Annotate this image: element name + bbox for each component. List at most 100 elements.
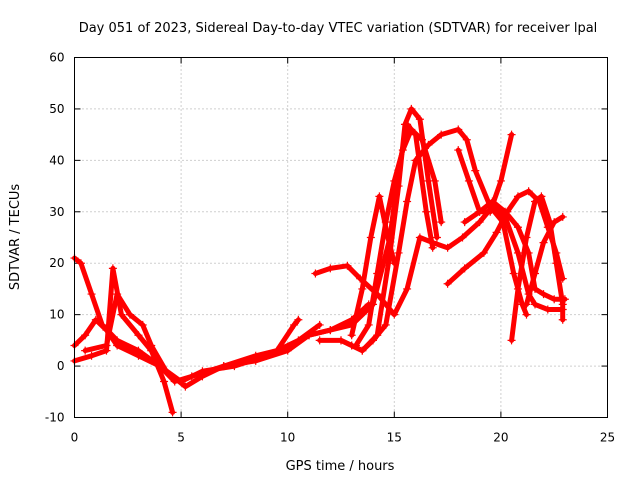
data-point-marker xyxy=(87,290,96,299)
x-tick-label: 0 xyxy=(71,431,79,445)
data-point-marker xyxy=(558,315,567,324)
data-point-marker xyxy=(351,341,360,350)
data-point-marker xyxy=(531,300,540,309)
data-point-marker xyxy=(403,284,412,293)
data-point-marker xyxy=(550,295,559,304)
y-tick-label: 50 xyxy=(49,102,64,116)
data-point-marker xyxy=(102,341,111,350)
data-point-marker xyxy=(464,176,473,185)
data-point-marker xyxy=(343,261,352,270)
data-point-marker xyxy=(108,264,117,273)
data-point-marker xyxy=(366,233,375,242)
data-point-marker xyxy=(558,300,567,309)
data-point-marker xyxy=(524,187,533,196)
data-point-marker xyxy=(76,259,85,268)
data-point-marker xyxy=(138,320,147,329)
data-point-marker xyxy=(543,305,552,314)
data-point-marker xyxy=(251,351,260,360)
data-point-marker xyxy=(134,351,143,360)
data-point-marker xyxy=(398,146,407,155)
data-point-marker xyxy=(358,346,367,355)
data-point-marker xyxy=(283,346,292,355)
y-tick-label: 60 xyxy=(49,51,64,65)
data-point-marker xyxy=(531,269,540,278)
data-point-marker xyxy=(507,336,516,345)
data-point-marker xyxy=(117,310,126,319)
data-layer xyxy=(70,104,569,417)
data-point-marker xyxy=(496,176,505,185)
data-point-marker xyxy=(513,192,522,201)
data-point-marker xyxy=(368,336,377,345)
data-point-marker xyxy=(305,331,314,340)
x-tick-label: 5 xyxy=(177,431,185,445)
data-point-marker xyxy=(294,315,303,324)
data-point-marker xyxy=(539,290,548,299)
data-point-marker xyxy=(458,233,467,242)
y-tick-label: 40 xyxy=(49,153,64,167)
data-point-marker xyxy=(390,176,399,185)
series-track-14 xyxy=(507,192,567,345)
data-point-marker xyxy=(522,233,531,242)
plot-frame xyxy=(74,57,608,418)
data-point-marker xyxy=(428,238,437,247)
series-track-13 xyxy=(460,197,569,304)
data-point-marker xyxy=(411,156,420,165)
y-axis-label: SDTVAR / TECUs xyxy=(8,184,23,291)
series-track-3 xyxy=(70,264,177,417)
data-point-marker xyxy=(507,130,516,139)
data-point-marker xyxy=(460,218,469,227)
data-point-marker xyxy=(486,207,495,216)
data-point-marker xyxy=(394,248,403,257)
data-point-marker xyxy=(509,269,518,278)
series-line xyxy=(462,199,568,302)
data-point-marker xyxy=(326,264,335,273)
data-point-marker xyxy=(162,367,171,376)
series-track-4 xyxy=(81,290,303,391)
y-tick-label: 10 xyxy=(49,308,64,322)
data-point-marker xyxy=(522,310,531,319)
series-track-2 xyxy=(70,300,373,386)
data-point-marker xyxy=(454,125,463,134)
series-track-8 xyxy=(337,125,531,355)
data-point-marker xyxy=(113,341,122,350)
series-track-10 xyxy=(347,192,399,340)
data-point-marker xyxy=(443,243,452,252)
data-point-marker xyxy=(418,135,427,144)
data-point-marker xyxy=(315,336,324,345)
data-point-marker xyxy=(460,264,469,273)
data-point-marker xyxy=(522,300,531,309)
data-point-marker xyxy=(539,238,548,247)
data-point-marker xyxy=(311,269,320,278)
data-point-marker xyxy=(552,259,561,268)
data-point-marker xyxy=(390,310,399,319)
x-tick-labels: 0 5 10 15 20 25 xyxy=(71,431,615,445)
data-point-marker xyxy=(347,331,356,340)
data-point-marker xyxy=(125,310,134,319)
data-point-marker xyxy=(513,284,522,293)
data-point-marker xyxy=(454,146,463,155)
data-point-marker xyxy=(290,320,299,329)
data-point-marker xyxy=(337,336,345,345)
data-point-marker xyxy=(462,135,471,144)
data-point-marker xyxy=(537,192,546,201)
data-point-marker xyxy=(443,279,452,288)
data-point-marker xyxy=(87,351,96,360)
data-point-marker xyxy=(91,315,100,324)
data-point-marker xyxy=(326,326,335,335)
y-tick-label: 20 xyxy=(49,256,64,270)
chart-title: Day 051 of 2023, Sidereal Day-to-day VTE… xyxy=(79,21,598,36)
data-point-marker xyxy=(437,218,446,227)
y-tick-label: 30 xyxy=(49,205,64,219)
x-tick-label: 10 xyxy=(280,431,295,445)
data-point-marker xyxy=(358,284,367,293)
data-point-marker xyxy=(513,223,522,232)
data-point-marker xyxy=(558,212,567,221)
data-point-marker xyxy=(415,233,424,242)
data-point-marker xyxy=(407,104,416,113)
data-point-marker xyxy=(430,176,439,185)
data-point-marker xyxy=(415,115,424,124)
series-track-15 xyxy=(522,212,567,309)
series-line xyxy=(82,291,301,390)
